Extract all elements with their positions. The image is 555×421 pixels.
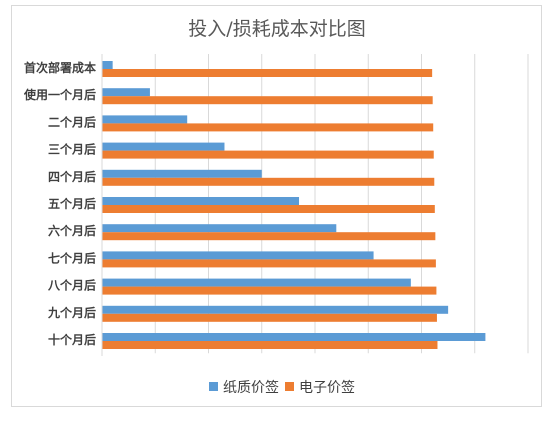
- legend-swatch-electronic: [285, 382, 294, 391]
- bar-paper-1: [102, 88, 150, 97]
- legend: 纸质价签 电子价签: [209, 379, 355, 396]
- category-labels: 首次部署成本使用一个月后二个月后三个月后四个月后五个月后六个月后七个月后八个月后…: [23, 60, 96, 347]
- category-label-5: 五个月后: [48, 196, 96, 211]
- bar-paper-3: [102, 142, 225, 151]
- bar-electronic-10: [102, 341, 438, 349]
- category-label-9: 九个月后: [47, 305, 96, 320]
- category-label-6: 六个月后: [48, 223, 96, 238]
- bars: [102, 61, 486, 349]
- category-label-0: 首次部署成本: [24, 60, 96, 75]
- category-label-8: 八个月后: [47, 278, 96, 293]
- bar-electronic-5: [102, 205, 435, 213]
- bar-paper-4: [102, 169, 262, 178]
- bar-electronic-0: [102, 69, 433, 77]
- category-label-2: 二个月后: [48, 114, 96, 129]
- bar-paper-7: [102, 251, 374, 260]
- bar-electronic-4: [102, 177, 435, 186]
- bar-paper-6: [102, 224, 337, 233]
- bar-electronic-8: [102, 286, 437, 295]
- bar-paper-8: [102, 278, 411, 287]
- legend-label-electronic: 电子价签: [299, 379, 355, 396]
- bar-electronic-7: [102, 259, 436, 268]
- bar-electronic-2: [102, 123, 434, 132]
- bar-electronic-6: [102, 232, 436, 241]
- category-label-1: 使用一个月后: [23, 87, 96, 102]
- bar-electronic-9: [102, 313, 437, 322]
- bar-paper-5: [102, 197, 300, 205]
- category-label-3: 三个月后: [48, 142, 96, 157]
- legend-swatch-paper: [209, 382, 218, 391]
- chart-frame: 投入/损耗成本对比图 首次部署成本 使用一个月后二个月后三个月后四个月后五个月后六…: [11, 5, 542, 407]
- bar-paper-0: [102, 61, 113, 69]
- chart-title: 投入/损耗成本对比图: [188, 18, 365, 40]
- category-label-7: 七个月后: [48, 250, 96, 265]
- bar-paper-9: [102, 305, 449, 314]
- category-label-10: 十个月后: [48, 332, 96, 347]
- bar-paper-2: [102, 115, 188, 124]
- bar-paper-10: [102, 333, 486, 341]
- bar-electronic-3: [102, 150, 434, 159]
- category-label-4: 四个月后: [48, 169, 96, 184]
- bar-electronic-1: [102, 96, 433, 105]
- legend-label-paper: 纸质价签: [223, 379, 279, 396]
- bar-chart: 投入/损耗成本对比图 首次部署成本使用一个月后二个月后三个月后四个月后五个月后六…: [23, 18, 529, 396]
